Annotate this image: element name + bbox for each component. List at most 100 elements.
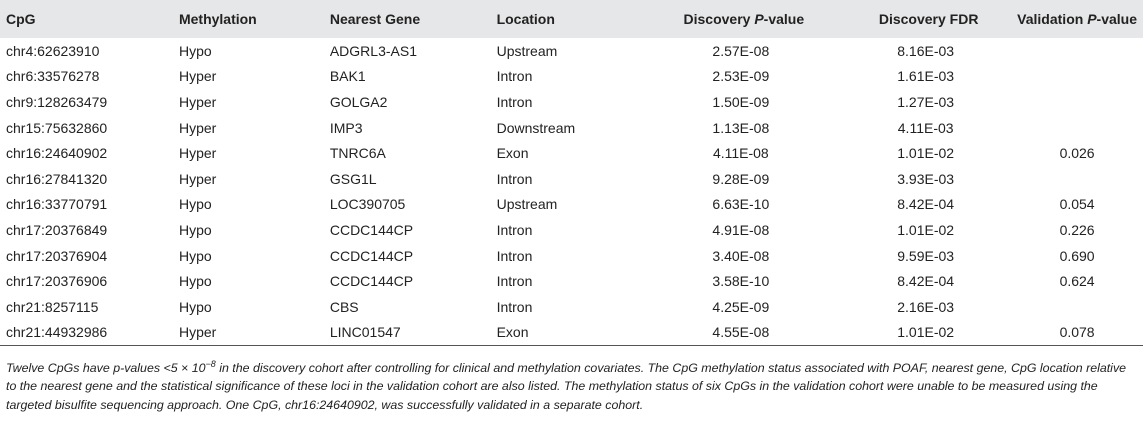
header-discovery-p: Discovery P-value	[642, 0, 841, 38]
cell-methylation: Hyper	[178, 145, 217, 162]
table-header: CpG Methylation Nearest Gene Location Di…	[0, 0, 1143, 38]
cell-discovery-p: 9.28E-09	[712, 170, 770, 187]
cell-discovery-fdr: 4.11E-03	[897, 119, 954, 136]
cell-discovery-fdr: 8.16E-03	[897, 42, 955, 59]
cell-validation-p: 0.078	[1011, 319, 1143, 347]
cell-cpg: chr4:62623910	[6, 42, 100, 59]
cell-methylation: Hyper	[178, 68, 217, 85]
cell-location: Exon	[490, 319, 642, 347]
cell-location: Intron	[496, 298, 533, 315]
cell-cpg: chr16:33770791	[6, 196, 108, 213]
cell-validation-p: 0.054	[1059, 196, 1095, 213]
table-row: chr16:27841320 Hyper GSG1L Intron 9.28E-09 3.…	[0, 166, 1143, 192]
cell-discovery-p: 3.58E-10	[712, 273, 770, 290]
header-methylation: Methylation	[178, 11, 257, 27]
cell-location: Intron	[496, 221, 533, 238]
cell-discovery-p: 4.11E-08	[712, 145, 769, 162]
table-row: chr15:75632860 Hyper IMP3 Downstream 1.13E-0…	[0, 115, 1143, 141]
cell-discovery-p: 2.57E-08	[712, 42, 770, 59]
table-row: chr21:8257115 Hypo CBS Intron 4.25E-09 2.16E-…	[0, 294, 1143, 320]
cell-nearest-gene: LINC01547	[323, 319, 491, 347]
cell-cpg: chr21:8257115	[6, 298, 99, 315]
table-row: chr17:20376904 Hypo CCDC144CP Intron 3.40E-0…	[0, 243, 1143, 269]
cell-location: Intron	[496, 247, 533, 264]
table-row: chr16:33770791 Hypo LOC390705 Upstream 6.63E…	[0, 192, 1143, 218]
cell-cpg: chr16:24640902	[6, 145, 108, 162]
cell-discovery-p: 4.91E-08	[712, 221, 770, 238]
cell-discovery-fdr: 1.01E-02	[897, 145, 955, 162]
cell-methylation: Hyper	[178, 170, 217, 187]
cell-discovery-p: 4.25E-09	[712, 298, 770, 315]
header-cpg: CpG	[6, 11, 36, 27]
footnote-part2: in the discovery cohort after controllin…	[6, 361, 1127, 412]
cell-discovery-p: 4.55E-08	[641, 319, 841, 347]
cell-methylation: Hypo	[178, 247, 212, 264]
cell-validation-p: 0.026	[1059, 145, 1095, 162]
cell-nearest-gene: ADGRL3-AS1	[329, 42, 417, 59]
cell-methylation: Hypo	[178, 273, 212, 290]
cell-cpg: chr16:27841320	[6, 170, 108, 187]
cell-methylation: Hypo	[178, 42, 212, 59]
cell-nearest-gene: CCDC144CP	[329, 247, 414, 264]
cell-cpg: chr9:128263479	[6, 93, 108, 110]
cell-nearest-gene: CBS	[329, 298, 359, 315]
cell-cpg: chr15:75632860	[6, 119, 108, 136]
header-validation-p: Validation P-value	[1011, 0, 1143, 38]
cell-validation-p	[1011, 38, 1143, 64]
cell-methylation: Hypo	[178, 196, 212, 213]
table-row: chr6:33576278 Hyper BAK1 Intron 2.53E-09 1.61…	[0, 64, 1143, 90]
cell-discovery-p: 2.53E-09	[712, 68, 770, 85]
cell-methylation: Hyper	[178, 119, 217, 136]
cell-discovery-fdr: 3.93E-03	[897, 170, 955, 187]
cell-cpg: chr17:20376906	[6, 273, 108, 290]
cell-discovery-fdr: 2.16E-03	[897, 298, 955, 315]
cell-location: Upstream	[496, 196, 558, 213]
cell-nearest-gene: BAK1	[329, 68, 366, 85]
cell-discovery-p: 3.40E-08	[712, 247, 770, 264]
cell-validation-p: 0.690	[1059, 247, 1095, 264]
cell-nearest-gene: CCDC144CP	[329, 221, 414, 238]
cell-discovery-p: 6.63E-10	[712, 196, 770, 213]
cell-validation-p	[1011, 64, 1143, 90]
header-discovery-p-suffix: -value	[763, 11, 805, 27]
table-row: chr16:24640902 Hyper TNRC6A Exon 4.11E-08 1.0…	[0, 140, 1143, 166]
table-row: chr21:44932986 Hyper LINC01547 Exon 4.55E-08…	[0, 319, 1143, 347]
cell-location: Intron	[496, 68, 533, 85]
cell-discovery-fdr: 1.61E-03	[897, 68, 955, 85]
cell-methylation: Hyper	[178, 93, 217, 110]
table-row: chr4:62623910 Hypo ADGRL3-AS1 Upstream 2.57E…	[0, 38, 1143, 64]
cell-cpg: chr17:20376849	[6, 221, 108, 238]
table-row: chr17:20376849 Hypo CCDC144CP Intron 4.91E-0…	[0, 217, 1143, 243]
cell-cpg: chr6:33576278	[6, 68, 100, 85]
header-row: CpG Methylation Nearest Gene Location Di…	[0, 0, 1143, 38]
cell-cpg: chr17:20376904	[6, 247, 108, 264]
cell-discovery-fdr: 1.27E-03	[897, 93, 955, 110]
cell-discovery-fdr: 8.42E-04	[897, 196, 955, 213]
cell-nearest-gene: GOLGA2	[329, 93, 388, 110]
cell-validation-p	[1011, 115, 1143, 141]
cell-validation-p	[1011, 294, 1143, 320]
header-validation-p-prefix: Validation	[1017, 11, 1088, 27]
table-row: chr17:20376906 Hypo CCDC144CP Intron 3.58E-1…	[0, 268, 1143, 294]
cell-discovery-fdr: 8.42E-04	[897, 273, 955, 290]
cell-nearest-gene: IMP3	[329, 119, 363, 136]
table-row: chr9:128263479 Hyper GOLGA2 Intron 1.50E-09 1…	[0, 89, 1143, 115]
cell-nearest-gene: LOC390705	[329, 196, 406, 213]
cell-discovery-fdr: 1.01E-02	[897, 221, 955, 238]
cell-discovery-fdr: 9.59E-03	[897, 247, 955, 264]
cell-location: Exon	[496, 145, 529, 162]
cell-location: Upstream	[496, 42, 558, 59]
header-discovery-p-prefix: Discovery	[683, 11, 755, 27]
header-location: Location	[496, 11, 555, 27]
cell-nearest-gene: CCDC144CP	[329, 273, 414, 290]
cell-nearest-gene: GSG1L	[329, 170, 377, 187]
cell-location: Intron	[496, 273, 533, 290]
cell-cpg: chr21:44932986	[0, 319, 173, 347]
cell-discovery-p: 1.13E-08	[712, 119, 770, 136]
cell-location: Downstream	[496, 119, 576, 136]
cell-methylation: Hypo	[178, 221, 212, 238]
cell-discovery-fdr: 1.01E-02	[840, 319, 1012, 347]
header-validation-p-suffix: -value	[1096, 11, 1137, 27]
cell-validation-p	[1011, 166, 1143, 192]
